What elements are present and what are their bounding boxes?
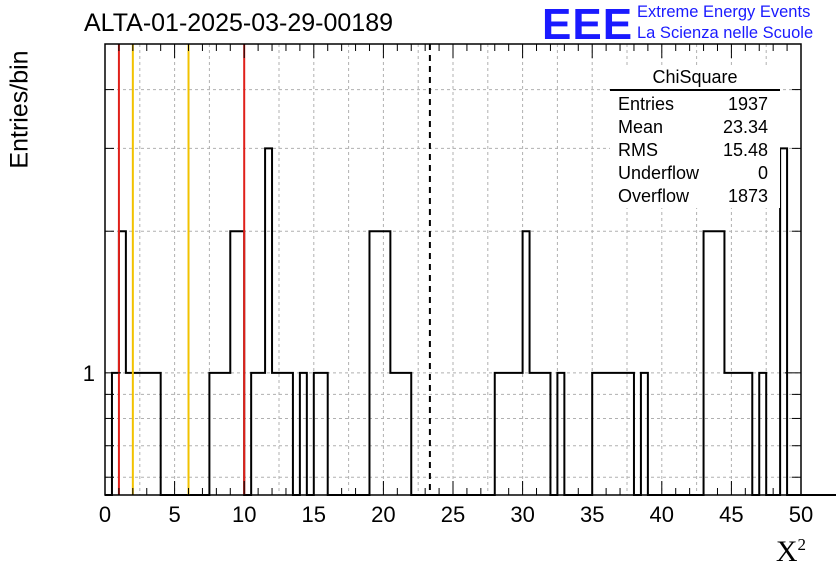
x-tick-label: 10 xyxy=(232,502,256,527)
chart-title: ALTA-01-2025-03-29-00189 xyxy=(84,9,393,37)
stats-row: Mean 23.34 xyxy=(610,116,780,139)
eee-logo: EEE xyxy=(542,0,634,49)
stats-value: 0 xyxy=(757,163,768,183)
stats-label: Entries xyxy=(618,94,675,114)
stats-row: RMS 15.48 xyxy=(610,139,780,162)
stats-label: Overflow xyxy=(618,186,690,206)
x-tick-label: 30 xyxy=(510,502,534,527)
x-tick-label: 15 xyxy=(302,502,326,527)
histogram-outline xyxy=(105,147,836,496)
stats-label: Mean xyxy=(618,117,664,137)
x-tick-label: 5 xyxy=(168,502,180,527)
stats-row: Underflow 0 xyxy=(610,162,780,185)
logo-subtitle-1: Extreme Energy Events xyxy=(637,3,811,21)
x-tick-label: 35 xyxy=(580,502,604,527)
x-axis-label: X2 xyxy=(775,535,806,568)
x-tick-label: 0 xyxy=(99,502,111,527)
logo-subtitle-2: La Scienza nelle Scuole xyxy=(637,24,814,42)
stats-label: Underflow xyxy=(618,163,700,183)
y-tick-label: 1 xyxy=(83,361,95,386)
stats-title: ChiSquare xyxy=(610,67,780,91)
stats-label: RMS xyxy=(618,140,658,160)
stats-row: Overflow 1873 xyxy=(610,185,780,208)
stats-row: Entries 1937 xyxy=(610,93,780,116)
stats-value: 15.48 xyxy=(722,140,768,160)
x-tick-label: 25 xyxy=(441,502,465,527)
x-tick-label: 20 xyxy=(371,502,395,527)
x-tick-label: 50 xyxy=(789,502,813,527)
stats-box: ChiSquare Entries 1937 Mean 23.34 RMS 15.48 Un… xyxy=(610,67,780,208)
stats-value: 1937 xyxy=(727,94,768,114)
x-tick-label: 40 xyxy=(650,502,674,527)
stats-value: 23.34 xyxy=(722,117,768,137)
stats-value: 1873 xyxy=(727,186,768,206)
y-axis-label: Entries/bin xyxy=(5,50,34,169)
x-tick-label: 45 xyxy=(719,502,743,527)
